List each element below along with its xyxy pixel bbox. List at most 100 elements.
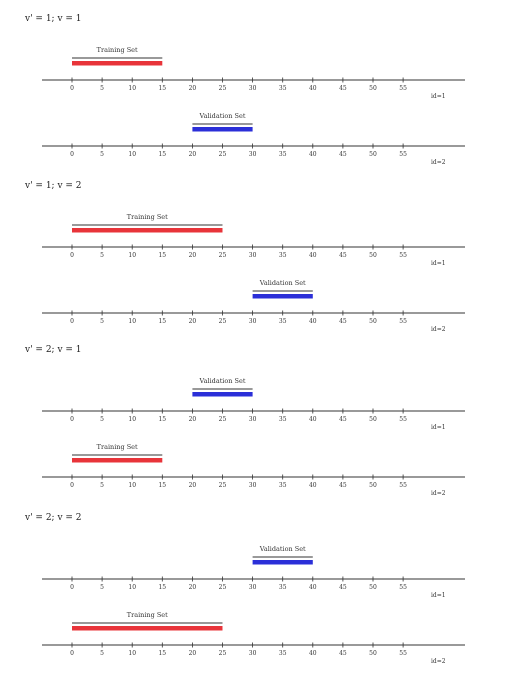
tick-label: 30 <box>249 318 257 325</box>
tick-label: 0 <box>70 416 74 423</box>
tick-label: 25 <box>219 482 227 489</box>
tick-label: 10 <box>128 151 136 158</box>
tick-label: 50 <box>369 416 377 423</box>
tick-label: 5 <box>100 318 104 325</box>
tick-label: 55 <box>399 650 407 657</box>
tick-label: 5 <box>100 650 104 657</box>
tick-label: 15 <box>158 584 166 591</box>
tick-label: 35 <box>279 650 287 657</box>
tick-label: 35 <box>279 318 287 325</box>
tick-label: 20 <box>189 151 197 158</box>
tick-label: 15 <box>158 482 166 489</box>
tick-label: 0 <box>70 584 74 591</box>
tick-label: 55 <box>399 252 407 259</box>
tick-label: 50 <box>369 482 377 489</box>
tick-label: 30 <box>249 482 257 489</box>
training-set-bar <box>72 228 223 233</box>
tick-label: 20 <box>189 318 197 325</box>
tick-label: 45 <box>339 85 347 92</box>
tick-label: 55 <box>399 85 407 92</box>
tick-label: 10 <box>128 416 136 423</box>
section-heading: v' = 2; v = 1 <box>24 345 82 355</box>
tick-label: 15 <box>158 85 166 92</box>
tick-label: 40 <box>309 252 317 259</box>
tick-label: 45 <box>339 482 347 489</box>
tick-label: 0 <box>70 318 74 325</box>
training-set-label: Training Set <box>97 46 138 54</box>
tick-label: 25 <box>219 318 227 325</box>
training-set-label: Training Set <box>97 443 138 451</box>
training-set-label: Training Set <box>127 611 168 619</box>
id-label: id=2 <box>431 159 446 166</box>
tick-label: 50 <box>369 650 377 657</box>
section-heading: v' = 1; v = 2 <box>24 181 82 191</box>
tick-label: 5 <box>100 252 104 259</box>
tick-label: 5 <box>100 151 104 158</box>
tick-label: 35 <box>279 416 287 423</box>
tick-label: 30 <box>249 416 257 423</box>
tick-label: 45 <box>339 318 347 325</box>
tick-label: 40 <box>309 318 317 325</box>
tick-label: 50 <box>369 151 377 158</box>
tick-label: 55 <box>399 416 407 423</box>
tick-label: 40 <box>309 416 317 423</box>
validation-set-bar <box>252 560 313 565</box>
tick-label: 25 <box>219 151 227 158</box>
tick-label: 15 <box>158 252 166 259</box>
tick-label: 35 <box>279 85 287 92</box>
tick-label: 10 <box>128 318 136 325</box>
tick-label: 40 <box>309 151 317 158</box>
tick-label: 20 <box>189 650 197 657</box>
tick-label: 35 <box>279 584 287 591</box>
tick-label: 10 <box>128 85 136 92</box>
tick-label: 50 <box>369 252 377 259</box>
tick-label: 20 <box>189 252 197 259</box>
tick-label: 20 <box>189 416 197 423</box>
tick-label: 45 <box>339 151 347 158</box>
validation-set-bar <box>192 127 253 132</box>
training-set-bar <box>72 458 163 463</box>
tick-label: 50 <box>369 318 377 325</box>
id-label: id=1 <box>431 592 446 599</box>
id-label: id=1 <box>431 424 446 431</box>
tick-label: 20 <box>189 85 197 92</box>
tick-label: 25 <box>219 650 227 657</box>
tick-label: 0 <box>70 252 74 259</box>
tick-label: 0 <box>70 482 74 489</box>
tick-label: 55 <box>399 318 407 325</box>
tick-label: 55 <box>399 151 407 158</box>
validation-set-label: Validation Set <box>199 112 246 120</box>
tick-label: 15 <box>158 318 166 325</box>
tick-label: 20 <box>189 482 197 489</box>
tick-label: 30 <box>249 252 257 259</box>
tick-label: 15 <box>158 416 166 423</box>
tick-label: 0 <box>70 85 74 92</box>
tick-label: 45 <box>339 252 347 259</box>
tick-label: 55 <box>399 482 407 489</box>
section-heading: v' = 1; v = 1 <box>24 14 82 24</box>
tick-label: 10 <box>128 482 136 489</box>
validation-set-bar <box>252 294 313 299</box>
tick-label: 45 <box>339 584 347 591</box>
validation-set-label: Validation Set <box>259 545 306 553</box>
tick-label: 0 <box>70 650 74 657</box>
section-heading: v' = 2; v = 2 <box>24 513 82 523</box>
tick-label: 55 <box>399 584 407 591</box>
tick-label: 5 <box>100 416 104 423</box>
tick-label: 45 <box>339 650 347 657</box>
training-set-bar <box>72 61 163 66</box>
training-set-bar <box>72 626 223 631</box>
tick-label: 5 <box>100 482 104 489</box>
tick-label: 30 <box>249 650 257 657</box>
tick-label: 15 <box>158 151 166 158</box>
tick-label: 10 <box>128 252 136 259</box>
tick-label: 40 <box>309 650 317 657</box>
tick-label: 35 <box>279 252 287 259</box>
tick-label: 50 <box>369 85 377 92</box>
validation-set-label: Validation Set <box>259 279 306 287</box>
tick-label: 20 <box>189 584 197 591</box>
id-label: id=2 <box>431 326 446 333</box>
validation-set-bar <box>192 392 253 397</box>
tick-label: 30 <box>249 584 257 591</box>
